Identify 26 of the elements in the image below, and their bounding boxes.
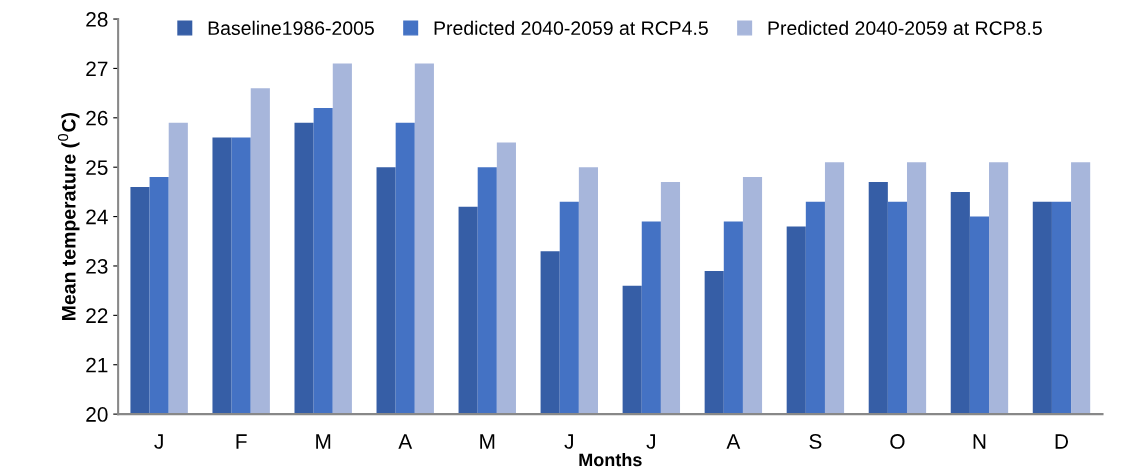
y-tick-label: 27 [86, 61, 108, 76]
x-tick-label: M [480, 434, 495, 449]
x-tick-label: J [564, 434, 573, 449]
x-axis-title: Months [579, 452, 642, 467]
x-tick-label: S [809, 434, 822, 449]
y-tick-label: 21 [86, 357, 108, 373]
y-tick-label: 28 [86, 12, 108, 27]
x-tick-label: N [973, 434, 986, 449]
y-tick-label: 24 [86, 209, 108, 225]
x-tick-label: D [1055, 434, 1069, 449]
y-tick-label: 22 [86, 308, 108, 323]
x-tick-label: A [398, 434, 413, 449]
legend-label: Predicted 2040-2059 at RCP8.5 [768, 20, 1042, 36]
x-tick-label: O [890, 434, 905, 449]
legend-label: Predicted 2040-2059 at RCP4.5 [434, 20, 708, 36]
y-tick-label: 20 [86, 407, 108, 422]
y-tick-label: 26 [86, 110, 108, 126]
x-tick-label: A [726, 434, 741, 449]
y-tick-label: 23 [86, 258, 108, 274]
x-tick-label: F [236, 434, 247, 449]
x-tick-label: M [316, 434, 331, 449]
x-tick-label: J [154, 434, 163, 449]
x-tick-label: J [646, 434, 655, 449]
y-axis-title: Mean temperature ($^{0}$C) [57, 112, 80, 320]
legend-label: Baseline1986-2005 [208, 20, 374, 36]
y-tick-label: 25 [86, 160, 108, 175]
